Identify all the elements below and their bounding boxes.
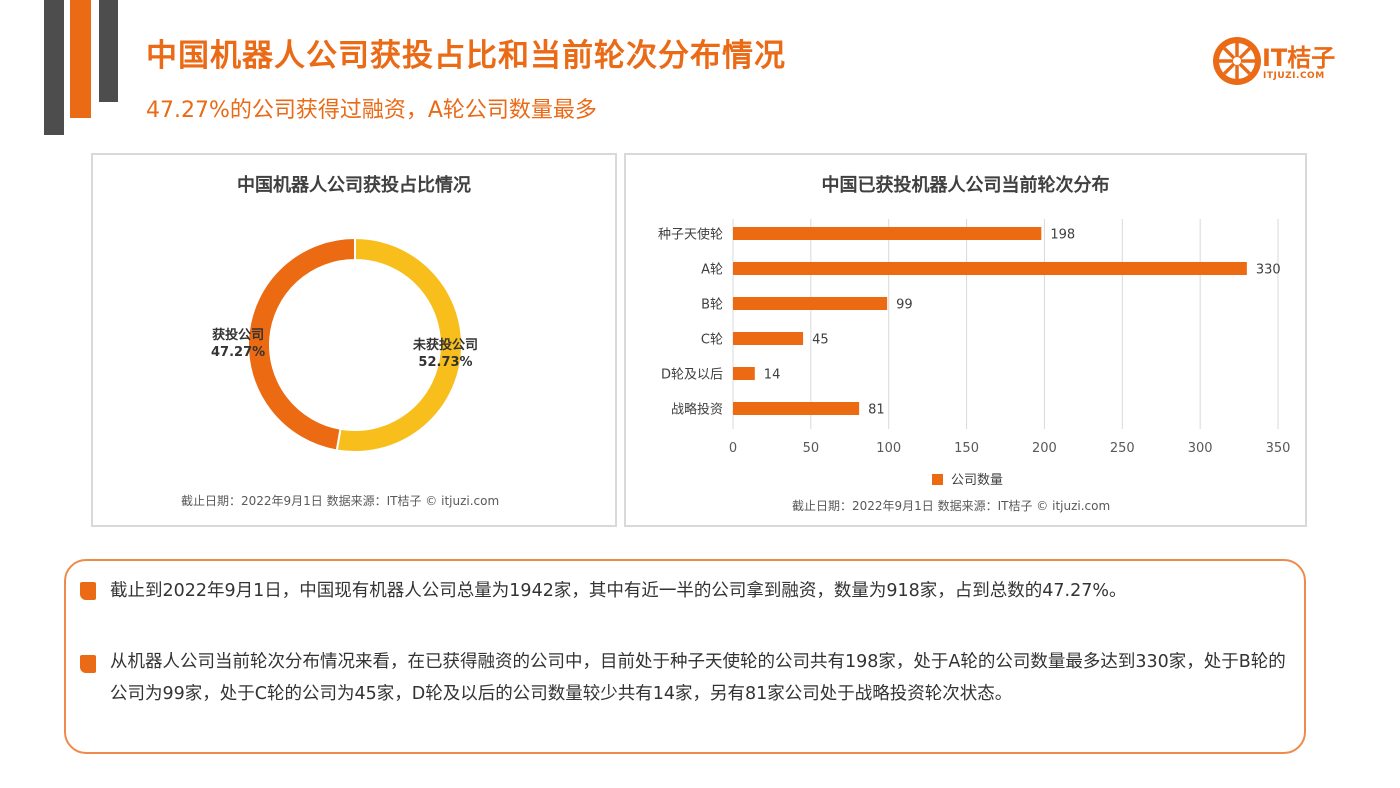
bar-chart-panel: 中国已获投机器人公司当前轮次分布 0 50 100 150 200 250 300 350 种子… (624, 153, 1307, 527)
y-category-label: 战略投资 (671, 402, 723, 418)
summary-box (64, 559, 1306, 754)
speech-bubble-icon (80, 655, 96, 673)
bar (733, 297, 888, 310)
x-tick-label: 350 (1266, 441, 1291, 456)
x-tick-label: 100 (876, 441, 901, 456)
donut-slice-funded (247, 236, 356, 452)
page-title: 中国机器人公司获投占比和当前轮次分布情况 (146, 38, 786, 74)
donut-label-funded: 获投公司 47.27% (211, 327, 265, 361)
y-category-label: D轮及以后 (661, 368, 723, 383)
page-subtitle: 47.27%的公司获得过融资，A轮公司数量最多 (146, 98, 597, 123)
decor-bar-dark-2 (99, 0, 118, 102)
x-tick-label: 250 (1110, 441, 1135, 456)
donut-label-unfunded-name: 未获投公司 (413, 338, 479, 353)
decor-bar-dark (44, 0, 64, 135)
donut-source-note: 截止日期：2022年9月1日 数据来源：IT桔子 © itjuzi.com (181, 494, 500, 508)
donut-label-unfunded: 未获投公司 52.73% (413, 337, 478, 371)
legend-swatch (932, 474, 943, 485)
donut-label-funded-value: 47.27% (211, 345, 266, 360)
x-tick-label: 0 (729, 441, 737, 456)
bar-value-label: 99 (896, 298, 913, 313)
logo-subtext: ITJUZI.COM (1263, 71, 1325, 81)
bar-value-label: 330 (1256, 263, 1281, 278)
bar-value-label: 14 (764, 368, 781, 383)
donut-slice-unfunded (335, 236, 463, 453)
donut-chart-panel: 中国机器人公司获投占比情况 获投公司 47.27% 未获投公司 52.73% 截… (91, 153, 617, 527)
bar-value-label: 45 (812, 333, 829, 348)
logo-text: IT桔子 (1262, 44, 1336, 72)
y-category-label: 种子天使轮 (658, 227, 723, 243)
bar (733, 227, 1042, 240)
x-tick-label: 200 (1032, 441, 1057, 456)
y-category-label: B轮 (701, 298, 723, 313)
x-tick-label: 50 (803, 441, 820, 456)
bar (733, 332, 804, 345)
donut-label-unfunded-value: 52.73% (418, 355, 473, 370)
summary-paragraph-1: 截止到2022年9月1日，中国现有机器人公司总量为1942家，其中有近一半的公司… (110, 581, 1127, 601)
bar (733, 367, 755, 380)
itjuzi-orange-logo-icon (1213, 37, 1261, 85)
bar-value-label: 81 (868, 403, 885, 418)
legend-label: 公司数量 (951, 473, 1003, 488)
bar-chart-title: 中国已获投机器人公司当前轮次分布 (821, 175, 1110, 196)
bar-chart: 0 50 100 150 200 250 300 350 种子天使轮 198 A轮 330 B轮 99 C轮… (658, 219, 1291, 488)
bar-value-label: 198 (1050, 228, 1075, 243)
x-tick-label: 300 (1188, 441, 1213, 456)
decor-bar-orange (70, 0, 91, 118)
speech-bubble-icon (80, 582, 96, 600)
donut-label-funded-name: 获投公司 (212, 328, 265, 343)
y-category-label: C轮 (701, 333, 723, 348)
bar (733, 262, 1247, 275)
x-tick-label: 150 (954, 441, 979, 456)
y-category-label: A轮 (701, 263, 723, 278)
bar (733, 402, 860, 415)
bar-source-note: 截止日期：2022年9月1日 数据来源：IT桔子 © itjuzi.com (792, 499, 1111, 513)
donut-chart (247, 236, 463, 453)
donut-chart-title: 中国机器人公司获投占比情况 (237, 175, 471, 196)
summary-paragraph-2: 从机器人公司当前轮次分布情况来看，在已获得融资的公司中，目前处于种子天使轮的公司… (110, 652, 1286, 704)
